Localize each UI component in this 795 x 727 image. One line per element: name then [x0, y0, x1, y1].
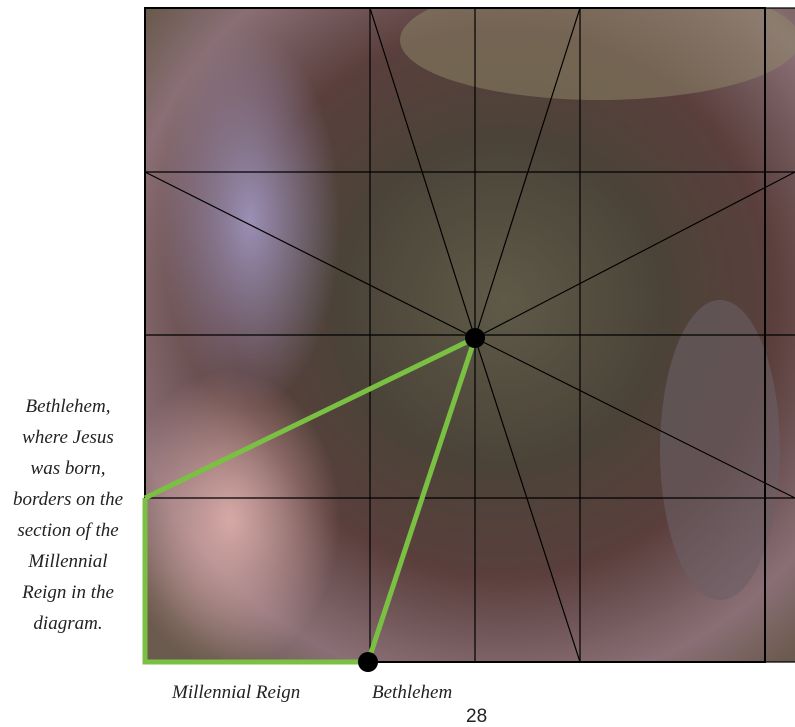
caption: Bethlehem, where Jesus was born, borders on…: [13, 396, 123, 634]
label: Bethlehem: [372, 682, 452, 703]
caption-line: where Jesus: [22, 427, 114, 448]
caption-line: was born,: [31, 458, 106, 479]
caption-line: Reign in the: [21, 582, 114, 603]
label: Millennial Reign: [171, 682, 300, 703]
caption-line: section of the: [17, 520, 118, 541]
bethlehem-dot: [358, 652, 378, 672]
page: Bethlehem, where Jesus was born, borders on…: [0, 0, 795, 727]
caption-line: diagram.: [33, 613, 102, 634]
page-canvas: Bethlehem, where Jesus was born, borders on…: [0, 0, 795, 727]
caption-line: borders on the: [13, 489, 123, 510]
caption-line: Millennial: [27, 551, 107, 572]
page-number: 28: [466, 706, 487, 727]
center-dot: [465, 328, 485, 348]
caption-line: Bethlehem,: [26, 396, 111, 417]
